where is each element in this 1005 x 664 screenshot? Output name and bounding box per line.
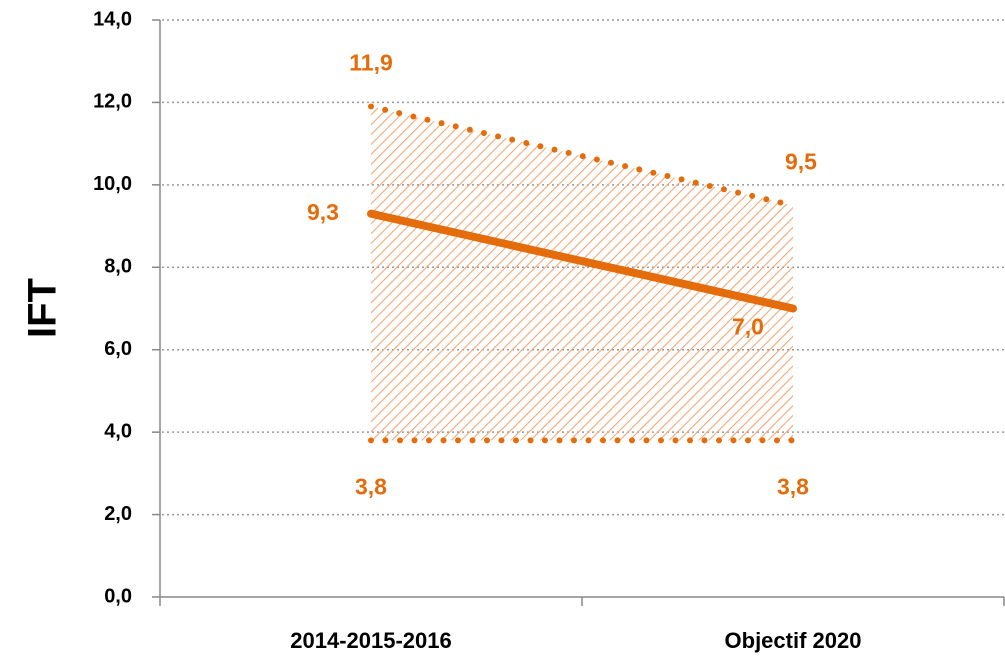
line <box>367 209 797 313</box>
data-label: 9,5 <box>785 149 817 175</box>
x-tick-label: 2014-2015-2016 <box>290 628 451 653</box>
x-tick-label: Objectif 2020 <box>725 628 862 653</box>
y-axis-label: IFT <box>21 278 65 338</box>
data-label: 9,3 <box>307 199 339 225</box>
data-label: 3,8 <box>777 473 809 499</box>
y-tick-label: 14,0 <box>93 8 132 30</box>
data-label: 11,9 <box>349 50 393 76</box>
data-label: 7,0 <box>732 314 764 340</box>
dotted-line <box>368 103 796 209</box>
y-tick-label: 6,0 <box>104 338 132 360</box>
data-label: 3,8 <box>355 473 387 499</box>
range-area <box>371 106 793 441</box>
y-tick-label: 0,0 <box>104 585 132 607</box>
y-tick-label: 4,0 <box>104 420 132 442</box>
y-tick-label: 10,0 <box>93 173 132 195</box>
y-tick-label: 2,0 <box>104 503 132 525</box>
y-tick-label: 8,0 <box>104 256 132 278</box>
y-tick-label: 12,0 <box>93 91 132 113</box>
